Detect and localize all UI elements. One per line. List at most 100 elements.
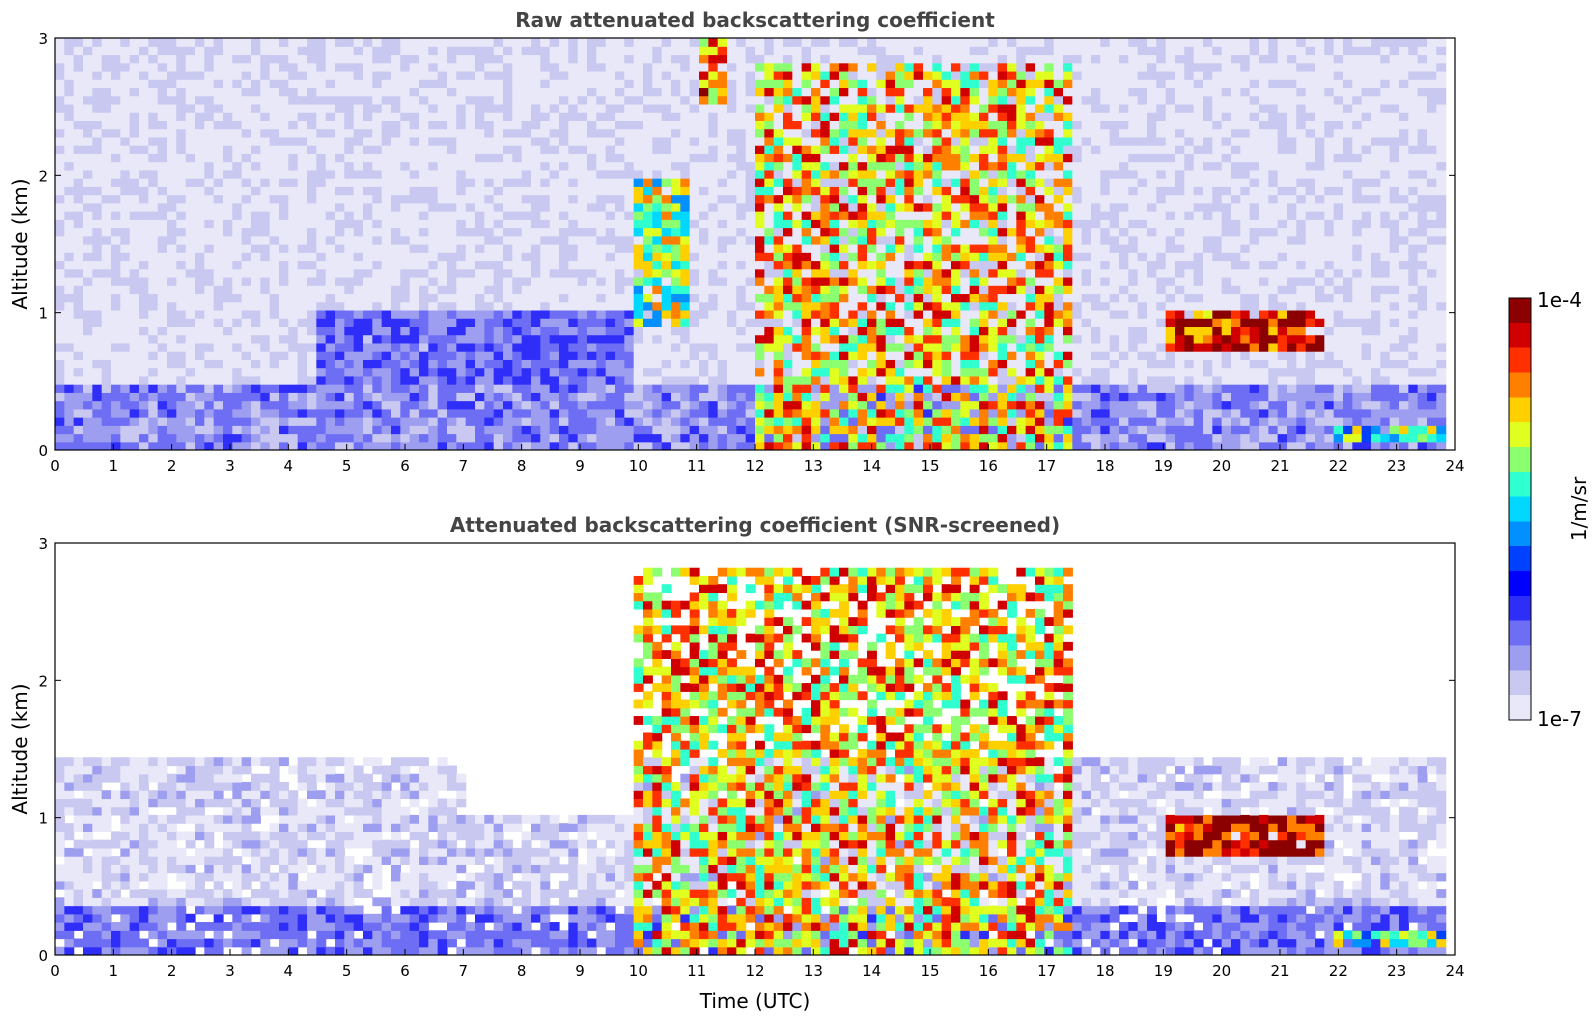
heatmap-cell [783, 161, 793, 171]
heatmap-cell [587, 46, 597, 56]
heatmap-cell [213, 276, 224, 286]
heatmap-cell [839, 301, 849, 311]
heatmap-cell [708, 38, 719, 47]
heatmap-cell [615, 79, 625, 89]
heatmap-cell [92, 276, 103, 286]
heatmap-cell [960, 120, 971, 130]
heatmap-cell [419, 276, 429, 286]
heatmap-cell [335, 128, 345, 138]
heatmap-cell [129, 276, 140, 286]
heatmap-cell [195, 79, 205, 89]
heatmap-cell [297, 342, 308, 352]
heatmap-cell [101, 384, 112, 393]
heatmap-cell [820, 211, 831, 220]
heatmap-cell [391, 169, 401, 179]
heatmap-cell [568, 87, 579, 97]
heatmap-cell [213, 318, 224, 327]
heatmap-cell [885, 153, 896, 163]
heatmap-cell [521, 54, 532, 64]
heatmap-cell [316, 219, 327, 229]
heatmap-cell [223, 186, 233, 196]
heatmap-cell [157, 186, 168, 196]
heatmap-cell [624, 202, 635, 212]
heatmap-cell [419, 227, 429, 237]
heatmap-cell [316, 38, 327, 47]
heatmap-cell [363, 136, 373, 146]
heatmap-cell [979, 417, 989, 426]
heatmap-cell [465, 38, 476, 47]
heatmap-cell [895, 95, 905, 105]
heatmap-cell [391, 95, 401, 105]
heatmap-cell [465, 400, 476, 410]
heatmap-cell [820, 186, 831, 196]
heatmap-cell [148, 145, 159, 154]
heatmap-cell [307, 62, 317, 72]
heatmap-cell [979, 244, 989, 253]
heatmap-cell [372, 260, 383, 270]
heatmap-cell [288, 103, 299, 113]
heatmap-cell [73, 293, 84, 303]
heatmap-cell [521, 417, 532, 426]
heatmap-cell [372, 145, 383, 154]
heatmap-cell [904, 367, 915, 377]
heatmap-cell [269, 433, 280, 443]
heatmap-cell [447, 62, 457, 72]
heatmap-cell [83, 169, 93, 179]
heatmap-cell [755, 202, 765, 212]
heatmap-cell [83, 433, 93, 443]
heatmap-cell [260, 301, 271, 311]
heatmap-cell [615, 276, 625, 286]
heatmap-cell [363, 260, 373, 270]
heatmap-cell [577, 211, 588, 220]
heatmap-cell [475, 252, 485, 262]
heatmap-cell [204, 194, 215, 204]
heatmap-cell [736, 400, 747, 410]
heatmap-cell [596, 276, 607, 286]
heatmap-cell [699, 400, 709, 410]
heatmap-cell [615, 211, 625, 220]
heatmap-cell [540, 227, 551, 237]
heatmap-cell [83, 186, 93, 196]
heatmap-cell [755, 384, 765, 393]
heatmap-cell [503, 161, 513, 171]
heatmap-cell [895, 293, 905, 303]
heatmap-cell [708, 169, 719, 179]
heatmap-cell [232, 359, 243, 369]
heatmap-cell [717, 334, 728, 344]
heatmap-cell [811, 276, 821, 286]
heatmap-cell [661, 227, 672, 237]
heatmap-cell [204, 359, 215, 369]
heatmap-cell [951, 425, 961, 435]
heatmap-cell [577, 433, 588, 443]
heatmap-cell [475, 260, 485, 270]
heatmap-cell [372, 441, 383, 450]
heatmap-cell [969, 169, 980, 179]
heatmap-cell [577, 359, 588, 369]
heatmap-cell [288, 408, 299, 418]
heatmap-cell [531, 359, 541, 369]
heatmap-cell [960, 145, 971, 154]
heatmap-cell [185, 46, 196, 56]
heatmap-cell [577, 334, 588, 344]
heatmap-cell [521, 194, 532, 204]
heatmap-cell [951, 95, 961, 105]
heatmap-cell [419, 326, 429, 336]
heatmap-cell [801, 70, 812, 80]
heatmap-cell [391, 178, 401, 187]
heatmap-cell [559, 309, 569, 319]
heatmap-cell [885, 112, 896, 121]
heatmap-cell [176, 268, 187, 278]
heatmap-cell [185, 194, 196, 204]
heatmap-cell [568, 161, 579, 171]
heatmap-cell [428, 252, 439, 262]
heatmap-cell [297, 244, 308, 253]
heatmap-cell [932, 87, 943, 97]
heatmap-cell [876, 268, 887, 278]
heatmap-cell [111, 70, 121, 80]
heatmap-cell [521, 46, 532, 56]
heatmap-cell [717, 46, 728, 56]
heatmap-cell [867, 54, 877, 64]
heatmap-cell [195, 112, 205, 121]
heatmap-cell [913, 211, 924, 220]
heatmap-cell [83, 145, 93, 154]
